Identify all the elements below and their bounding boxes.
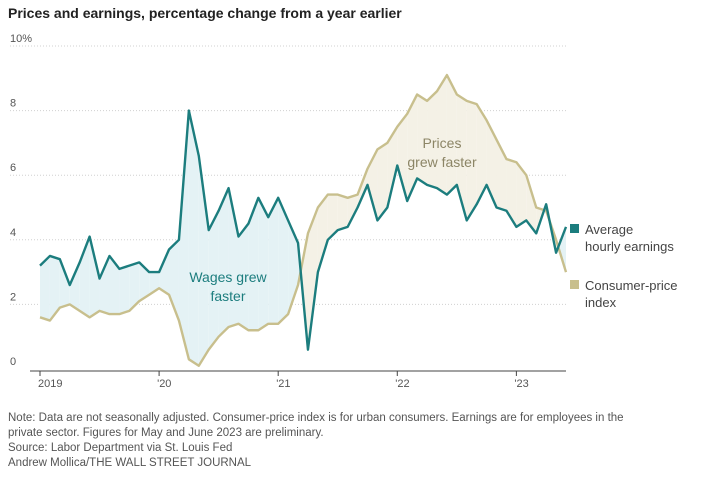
- note-line-1: Note: Data are not seasonally adjusted. …: [8, 412, 624, 424]
- legend-line: index: [585, 295, 617, 310]
- price-gap-fill: [446, 75, 457, 195]
- legend-cpi-swatch: [570, 280, 579, 289]
- y-tick-label: 2: [10, 291, 16, 303]
- annotation-line: Wages grew: [189, 269, 267, 285]
- price-gap-fill: [456, 94, 467, 221]
- wage-gap-fill: [228, 188, 239, 328]
- price-gap-fill: [377, 142, 388, 221]
- wage-gap-fill: [258, 197, 269, 331]
- price-gap-fill: [417, 94, 428, 185]
- wage-gap-fill: [49, 255, 60, 321]
- credit-line: Andrew Mollica/THE WALL STREET JOURNAL: [8, 457, 252, 469]
- y-tick-label: 10%: [10, 33, 32, 45]
- price-gap-fill: [486, 120, 497, 208]
- x-tick-label: '23: [514, 378, 528, 390]
- wage-gap-fill: [218, 188, 229, 337]
- annotation-prices: Prices grew faster: [407, 135, 477, 170]
- x-tick-label: '20: [157, 378, 171, 390]
- price-gap-fill: [397, 113, 408, 202]
- x-tick-label: '21: [276, 378, 290, 390]
- wage-gap-fill: [178, 110, 189, 360]
- wage-gap-fill: [198, 155, 209, 366]
- x-axis: 2019 '20 '21 '22 '23: [30, 370, 566, 390]
- series-lines: [39, 73, 568, 367]
- wage-gap-fill: [129, 262, 140, 311]
- legend: Average hourly earnings Consumer-price inde…: [570, 222, 677, 310]
- price-gap-fill: [436, 75, 447, 195]
- gridlines: 0 2 4 6 8 10%: [10, 33, 566, 368]
- price-gap-fill: [307, 207, 318, 350]
- note-line-2: private sector. Figures for May and June…: [8, 427, 324, 439]
- price-gap-fill: [466, 100, 477, 221]
- annotation-line: grew faster: [407, 154, 477, 170]
- wage-gap-fill: [558, 226, 566, 273]
- price-gap-fill: [506, 159, 517, 227]
- price-gap-fill: [427, 91, 437, 189]
- wage-gap-fill: [89, 236, 100, 318]
- x-tick-label: 2019: [38, 378, 62, 390]
- price-gap-fill: [317, 194, 328, 273]
- wage-gap-fill: [99, 255, 110, 315]
- wage-gap-fill: [40, 255, 50, 321]
- price-gap-fill: [347, 194, 358, 227]
- x-tick-label: '22: [395, 378, 409, 390]
- legend-line: hourly earnings: [585, 239, 674, 254]
- gap-fills: [40, 75, 566, 366]
- y-tick-label: 6: [10, 162, 16, 174]
- price-gap-fill: [476, 104, 487, 205]
- price-gap-fill: [327, 194, 338, 240]
- chart-footer: Note: Data are not seasonally adjusted. …: [8, 411, 698, 471]
- annotation-line: faster: [210, 288, 245, 304]
- price-gap-fill: [516, 162, 527, 227]
- annotation-line: Prices: [423, 135, 462, 151]
- price-gap-fill: [367, 149, 378, 221]
- legend-line: Consumer-price: [585, 278, 677, 293]
- price-gap-fill: [526, 175, 537, 234]
- wage-gap-fill: [268, 197, 279, 324]
- legend-wages-label: Average hourly earnings: [585, 222, 674, 254]
- wage-gap-fill: [109, 255, 120, 315]
- annotations: Wages grew faster Prices grew faster: [189, 135, 477, 304]
- wage-gap-fill: [119, 265, 130, 315]
- wage-gap-fill: [139, 262, 150, 302]
- wage-gap-fill: [69, 262, 80, 311]
- cpi-line: [39, 73, 568, 367]
- wage-gap-fill: [278, 197, 289, 324]
- price-gap-fill: [387, 126, 398, 208]
- y-tick-label: 8: [10, 98, 16, 110]
- legend-cpi-label: Consumer-price index: [585, 278, 677, 310]
- wage-gap-fill: [208, 210, 219, 350]
- legend-wages-swatch: [570, 224, 579, 233]
- source-line: Source: Labor Department via St. Louis F…: [8, 442, 233, 454]
- y-tick-label: 4: [10, 227, 16, 239]
- legend-line: Average: [585, 222, 633, 237]
- chart-title: Prices and earnings, percentage change f…: [8, 5, 402, 21]
- annotation-wages: Wages grew faster: [189, 269, 267, 304]
- wage-gap-fill: [59, 259, 70, 308]
- wage-gap-fill: [238, 223, 249, 331]
- y-tick-label: 0: [10, 356, 16, 368]
- wage-gap-fill: [188, 110, 199, 366]
- wages-line: [39, 109, 568, 351]
- wage-gap-fill: [248, 197, 259, 331]
- price-gap-fill: [496, 139, 507, 211]
- price-gap-fill: [407, 94, 418, 202]
- price-gap-fill: [337, 194, 348, 231]
- wage-gap-fill: [159, 249, 170, 295]
